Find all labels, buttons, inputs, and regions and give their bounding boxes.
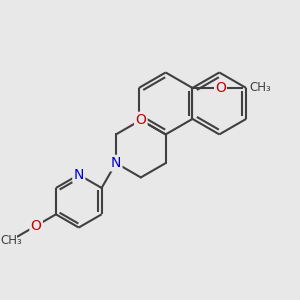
Text: O: O: [31, 219, 42, 233]
Text: CH₃: CH₃: [249, 81, 271, 94]
Text: O: O: [215, 81, 226, 95]
Text: CH₃: CH₃: [0, 234, 22, 247]
Text: N: N: [74, 168, 84, 182]
Text: O: O: [135, 113, 146, 127]
Text: N: N: [111, 156, 121, 170]
